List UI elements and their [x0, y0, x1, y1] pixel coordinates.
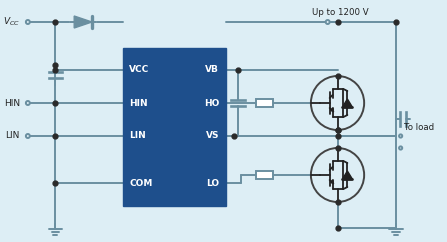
- Polygon shape: [331, 180, 333, 184]
- Circle shape: [399, 146, 402, 150]
- Polygon shape: [74, 16, 92, 28]
- Circle shape: [26, 101, 30, 105]
- Text: COM: COM: [130, 179, 153, 188]
- Text: LIN: LIN: [130, 131, 146, 141]
- Circle shape: [26, 134, 30, 138]
- Text: HO: HO: [204, 98, 219, 107]
- Bar: [122, 48, 226, 206]
- Polygon shape: [342, 99, 352, 107]
- Text: LO: LO: [206, 179, 219, 188]
- Text: To load: To load: [404, 123, 434, 132]
- Bar: [256, 171, 274, 179]
- Text: VCC: VCC: [130, 66, 150, 75]
- Text: HIN: HIN: [4, 98, 20, 107]
- Polygon shape: [331, 108, 333, 112]
- Circle shape: [26, 20, 30, 24]
- Bar: [256, 99, 274, 107]
- Text: VB: VB: [205, 66, 219, 75]
- Text: Up to 1200 V: Up to 1200 V: [312, 8, 368, 17]
- Text: VS: VS: [206, 131, 219, 141]
- Text: HIN: HIN: [130, 98, 148, 107]
- Circle shape: [311, 148, 364, 202]
- Polygon shape: [342, 171, 352, 179]
- Circle shape: [311, 76, 364, 130]
- Circle shape: [399, 134, 402, 138]
- Text: LIN: LIN: [5, 131, 20, 141]
- Circle shape: [326, 20, 329, 24]
- Text: $V_{CC}$: $V_{CC}$: [3, 16, 20, 28]
